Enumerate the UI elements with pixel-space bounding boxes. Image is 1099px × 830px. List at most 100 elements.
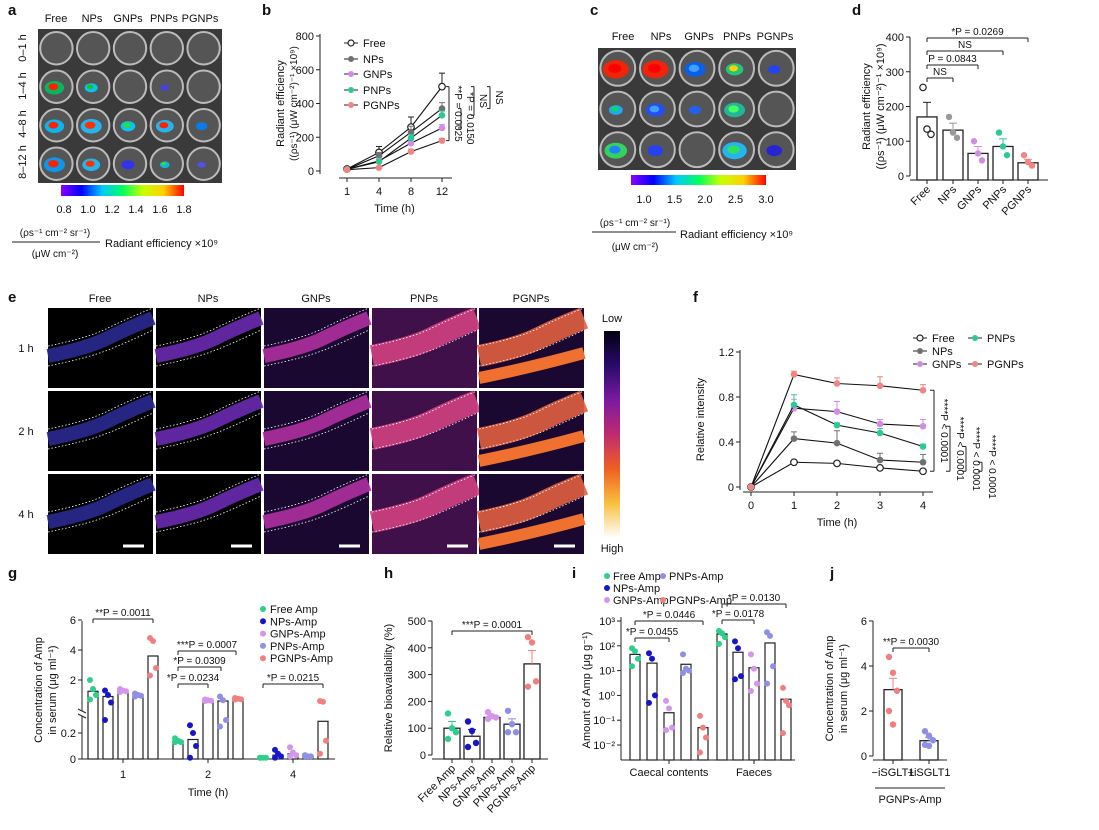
bar <box>764 642 776 761</box>
panel-label-g: g <box>8 565 17 582</box>
data-point <box>132 693 138 700</box>
data-point <box>464 743 472 751</box>
plate-a-well <box>186 31 221 66</box>
chart-i-x-tick-label: Caecal contents <box>630 767 709 779</box>
data-point <box>646 699 652 706</box>
data-point-free <box>833 459 841 468</box>
chart-f-y-label: Relative intensity <box>695 377 707 461</box>
bar-gnps <box>967 152 989 181</box>
bar <box>629 653 641 761</box>
panel-label-a: a <box>8 2 17 19</box>
data-point <box>278 753 284 760</box>
legend-label: Free <box>363 38 386 50</box>
data-point-pgnps <box>876 382 884 390</box>
panel-label-j: j <box>829 565 834 582</box>
data-point <box>444 735 452 743</box>
chart-g-y-tick-label: 0 <box>70 754 76 766</box>
chart-i-y-tick-label: 10³ <box>599 616 615 628</box>
data-point <box>722 634 728 641</box>
data-point <box>150 638 156 644</box>
colorbar-e <box>604 331 620 538</box>
significance-bracket-label: *P = 0.0178 <box>712 609 765 620</box>
chart-b-x-tick-label: 12 <box>436 186 448 198</box>
micrograph-column-label: GNPs <box>301 293 331 305</box>
vessel-outline <box>263 412 370 450</box>
bar <box>732 651 744 761</box>
plate-a-signal-core <box>159 122 169 129</box>
data-point <box>635 655 641 662</box>
data-point <box>748 651 754 658</box>
data-point-pgnps <box>343 166 351 173</box>
plate-a-signal-core <box>48 121 59 129</box>
legend-marker <box>604 585 610 591</box>
data-point <box>929 737 937 744</box>
data-point <box>921 728 929 735</box>
data-point <box>323 737 329 744</box>
plate-c-signal-core <box>688 64 700 72</box>
significance-label: *P = 0.0150 <box>464 92 475 145</box>
chart-h-y-tick-label: 300 <box>408 670 426 682</box>
data-point <box>208 697 214 704</box>
colorbar-a-tick-label: 1.4 <box>128 204 143 216</box>
chart-j-y-tick-label: 0 <box>861 751 867 763</box>
bar <box>716 633 728 761</box>
chart-f-y-tick-label: 1.2 <box>719 347 734 359</box>
vessel-outline <box>47 307 154 347</box>
data-point-nps <box>833 439 841 447</box>
data-point <box>87 677 93 683</box>
plate-c-signal-core <box>649 105 660 113</box>
data-point-free <box>438 82 446 91</box>
data-point <box>187 722 193 729</box>
plate-a-signal <box>160 84 169 91</box>
micrograph-vessel <box>154 477 264 529</box>
legend-marker <box>917 361 923 367</box>
data-point-pnps <box>833 421 841 429</box>
legend-label: PNPs <box>363 85 392 97</box>
data-point <box>1028 162 1036 169</box>
data-point <box>238 696 244 703</box>
data-point <box>669 724 675 731</box>
panel-label-c: c <box>590 2 598 19</box>
legend-label: PGNPs-Amp <box>669 595 732 607</box>
data-point <box>978 157 986 164</box>
data-point <box>468 727 476 735</box>
vessel-outline <box>371 495 478 533</box>
micrograph-column-label: NPs <box>198 293 219 305</box>
micrograph-vessel <box>477 347 586 384</box>
data-point <box>532 678 540 685</box>
data-point <box>680 670 686 677</box>
data-point <box>448 725 456 732</box>
chart-g-x-tick-label: 1 <box>120 769 126 781</box>
legend-label: GNPs <box>363 69 393 81</box>
plate-a-column-label: NPs <box>82 13 103 25</box>
vessel-outline <box>155 307 262 347</box>
chart-b-y-tick-label: 400 <box>296 99 314 111</box>
bar <box>102 695 114 760</box>
data-point <box>102 687 108 694</box>
chart-d-y-tick-label: 200 <box>886 102 904 114</box>
data-point <box>263 754 269 761</box>
significance-bracket-label: *P = 0.0446 <box>643 610 696 621</box>
data-point <box>945 113 953 121</box>
data-point-pnps <box>876 429 884 437</box>
data-point <box>646 650 652 657</box>
data-point <box>93 692 99 698</box>
significance-label: NS <box>477 94 488 108</box>
chart-d-y-tick-label: 300 <box>886 67 904 79</box>
chart-g-y-tick-label: 2 <box>70 675 76 687</box>
chart-d-y-label-2: ((ρs⁻¹) (μW cm⁻²)⁻¹ ×10⁹) <box>875 43 887 169</box>
vessel-outline <box>263 329 370 367</box>
data-point-nps <box>790 435 798 442</box>
data-point <box>504 707 512 714</box>
significance-bracket-label: **P = 0.0011 <box>95 608 151 619</box>
data-point-pnps <box>407 134 415 142</box>
legend-marker <box>917 348 923 354</box>
chart-h-y-tick-label: 100 <box>408 723 426 735</box>
data-point <box>732 638 738 645</box>
micrograph-vessel <box>46 477 156 529</box>
vessel-outline <box>47 495 154 533</box>
colorbar-c-tick-label: 2.0 <box>697 194 712 206</box>
micrograph-vessel <box>369 473 482 533</box>
plate-a-signal <box>195 122 208 131</box>
vessel-outline <box>155 495 262 533</box>
